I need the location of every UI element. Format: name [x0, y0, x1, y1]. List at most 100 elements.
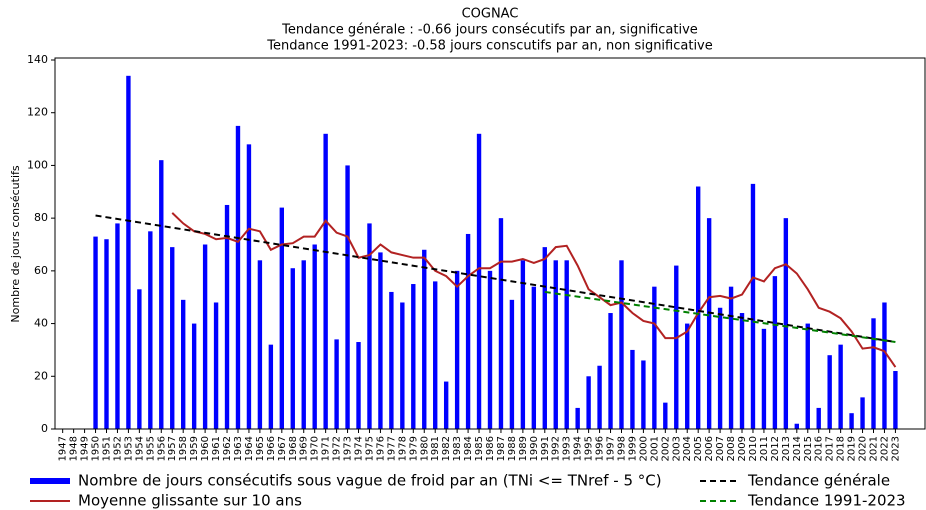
- x-tick-label: 1976: [375, 436, 386, 461]
- x-tick-label: 1984: [463, 436, 474, 461]
- x-tick-label: 1955: [145, 436, 156, 461]
- y-tick-label: 100: [27, 158, 48, 171]
- x-tick-label: 2018: [836, 436, 847, 461]
- x-tick-label: 1947: [58, 436, 69, 461]
- bar: [213, 302, 219, 429]
- bar: [783, 218, 789, 429]
- bar: [400, 302, 405, 429]
- x-tick-label: 1956: [156, 436, 167, 461]
- bar: [685, 323, 690, 429]
- x-tick-label: 1952: [112, 436, 123, 461]
- x-tick-label: 2002: [660, 436, 671, 461]
- bar: [93, 236, 98, 429]
- bar: [487, 270, 493, 429]
- x-tick-label: 1969: [299, 436, 310, 461]
- x-tick-label: 2010: [748, 436, 759, 461]
- chart-subtitle: Tendance générale : -0.66 jours consécut…: [281, 23, 698, 38]
- x-tick-label: 1974: [354, 436, 365, 461]
- bar: [761, 328, 767, 429]
- x-tick-label: 2022: [879, 436, 890, 461]
- x-tick-label: 2009: [737, 436, 748, 461]
- x-tick-label: 1978: [397, 436, 408, 461]
- bar: [159, 160, 164, 429]
- bar: [411, 284, 416, 429]
- x-tick-label: 2011: [759, 436, 770, 461]
- bar: [695, 186, 701, 429]
- x-tick-label: 1961: [211, 436, 222, 461]
- bar: [663, 402, 668, 429]
- x-tick-label: 1966: [266, 436, 277, 461]
- bar: [334, 339, 339, 429]
- bar: [586, 376, 591, 429]
- bar: [345, 165, 350, 429]
- bar: [827, 355, 832, 429]
- x-tick-label: 1995: [584, 436, 595, 461]
- x-tick-label: 1989: [518, 436, 529, 461]
- legend-label: Nombre de jours consécutifs sous vague d…: [78, 472, 662, 490]
- x-tick-label: 1993: [562, 436, 573, 461]
- x-tick-label: 1990: [529, 436, 540, 461]
- x-tick-label: 1982: [441, 436, 452, 461]
- x-tick-label: 2016: [814, 436, 825, 461]
- x-tick-label: 1949: [80, 436, 91, 461]
- moving-average-line: [171, 212, 897, 368]
- bar: [816, 407, 821, 429]
- bar: [608, 313, 613, 429]
- x-tick-label: 2004: [682, 436, 693, 461]
- x-tick-label: 1971: [321, 436, 332, 461]
- bar: [115, 223, 120, 429]
- bar: [356, 342, 361, 429]
- bar: [443, 381, 449, 429]
- bar: [235, 125, 241, 430]
- x-tick-label: 1960: [200, 436, 211, 461]
- x-tick-label: 1979: [408, 436, 419, 461]
- bar: [674, 265, 679, 429]
- x-tick-label: 2012: [770, 436, 781, 461]
- x-tick-label: 1954: [134, 436, 145, 461]
- trend-line: [95, 214, 896, 344]
- bar: [257, 260, 263, 429]
- bar: [619, 260, 624, 429]
- bar: [246, 144, 252, 430]
- bar: [871, 318, 876, 429]
- bar: [641, 360, 646, 429]
- bar: [454, 270, 460, 429]
- x-tick-label: 1962: [222, 436, 233, 461]
- x-tick-label: 1994: [573, 436, 584, 461]
- x-tick-label: 2013: [781, 436, 792, 461]
- bar: [772, 276, 778, 429]
- bar: [652, 286, 657, 429]
- bar: [564, 260, 569, 429]
- legend-label: Tendance générale: [747, 472, 890, 490]
- x-tick-label: 1953: [123, 436, 134, 461]
- x-tick-label: 1981: [430, 436, 441, 461]
- x-tick-label: 2021: [869, 436, 880, 461]
- bar: [378, 252, 383, 429]
- x-tick-label: 2007: [715, 436, 726, 461]
- x-tick-label: 1963: [233, 436, 244, 461]
- x-tick-label: 1967: [277, 436, 288, 461]
- bar: [137, 289, 142, 429]
- bar: [498, 218, 504, 429]
- bar: [860, 397, 865, 429]
- bar: [805, 323, 810, 429]
- bar: [323, 133, 328, 430]
- x-tick-label: 1980: [419, 436, 430, 461]
- x-tick-label: 1996: [595, 436, 606, 461]
- x-tick-label: 2003: [671, 436, 682, 461]
- bar: [433, 281, 438, 429]
- bar: [389, 291, 394, 429]
- y-tick-label: 80: [34, 211, 48, 224]
- chart-title: COGNAC: [462, 7, 519, 22]
- bar: [630, 349, 635, 429]
- y-tick-label: 20: [34, 369, 48, 382]
- x-tick-label: 2005: [693, 436, 704, 461]
- bar: [553, 260, 558, 429]
- x-tick-label: 1999: [627, 436, 638, 461]
- legend-label: Tendance 1991-2023: [747, 492, 906, 510]
- y-tick-label: 140: [27, 53, 48, 66]
- x-tick-label: 1986: [485, 436, 496, 461]
- bar: [882, 302, 887, 429]
- x-tick-label: 2017: [825, 436, 836, 461]
- x-tick-label: 2014: [792, 436, 803, 461]
